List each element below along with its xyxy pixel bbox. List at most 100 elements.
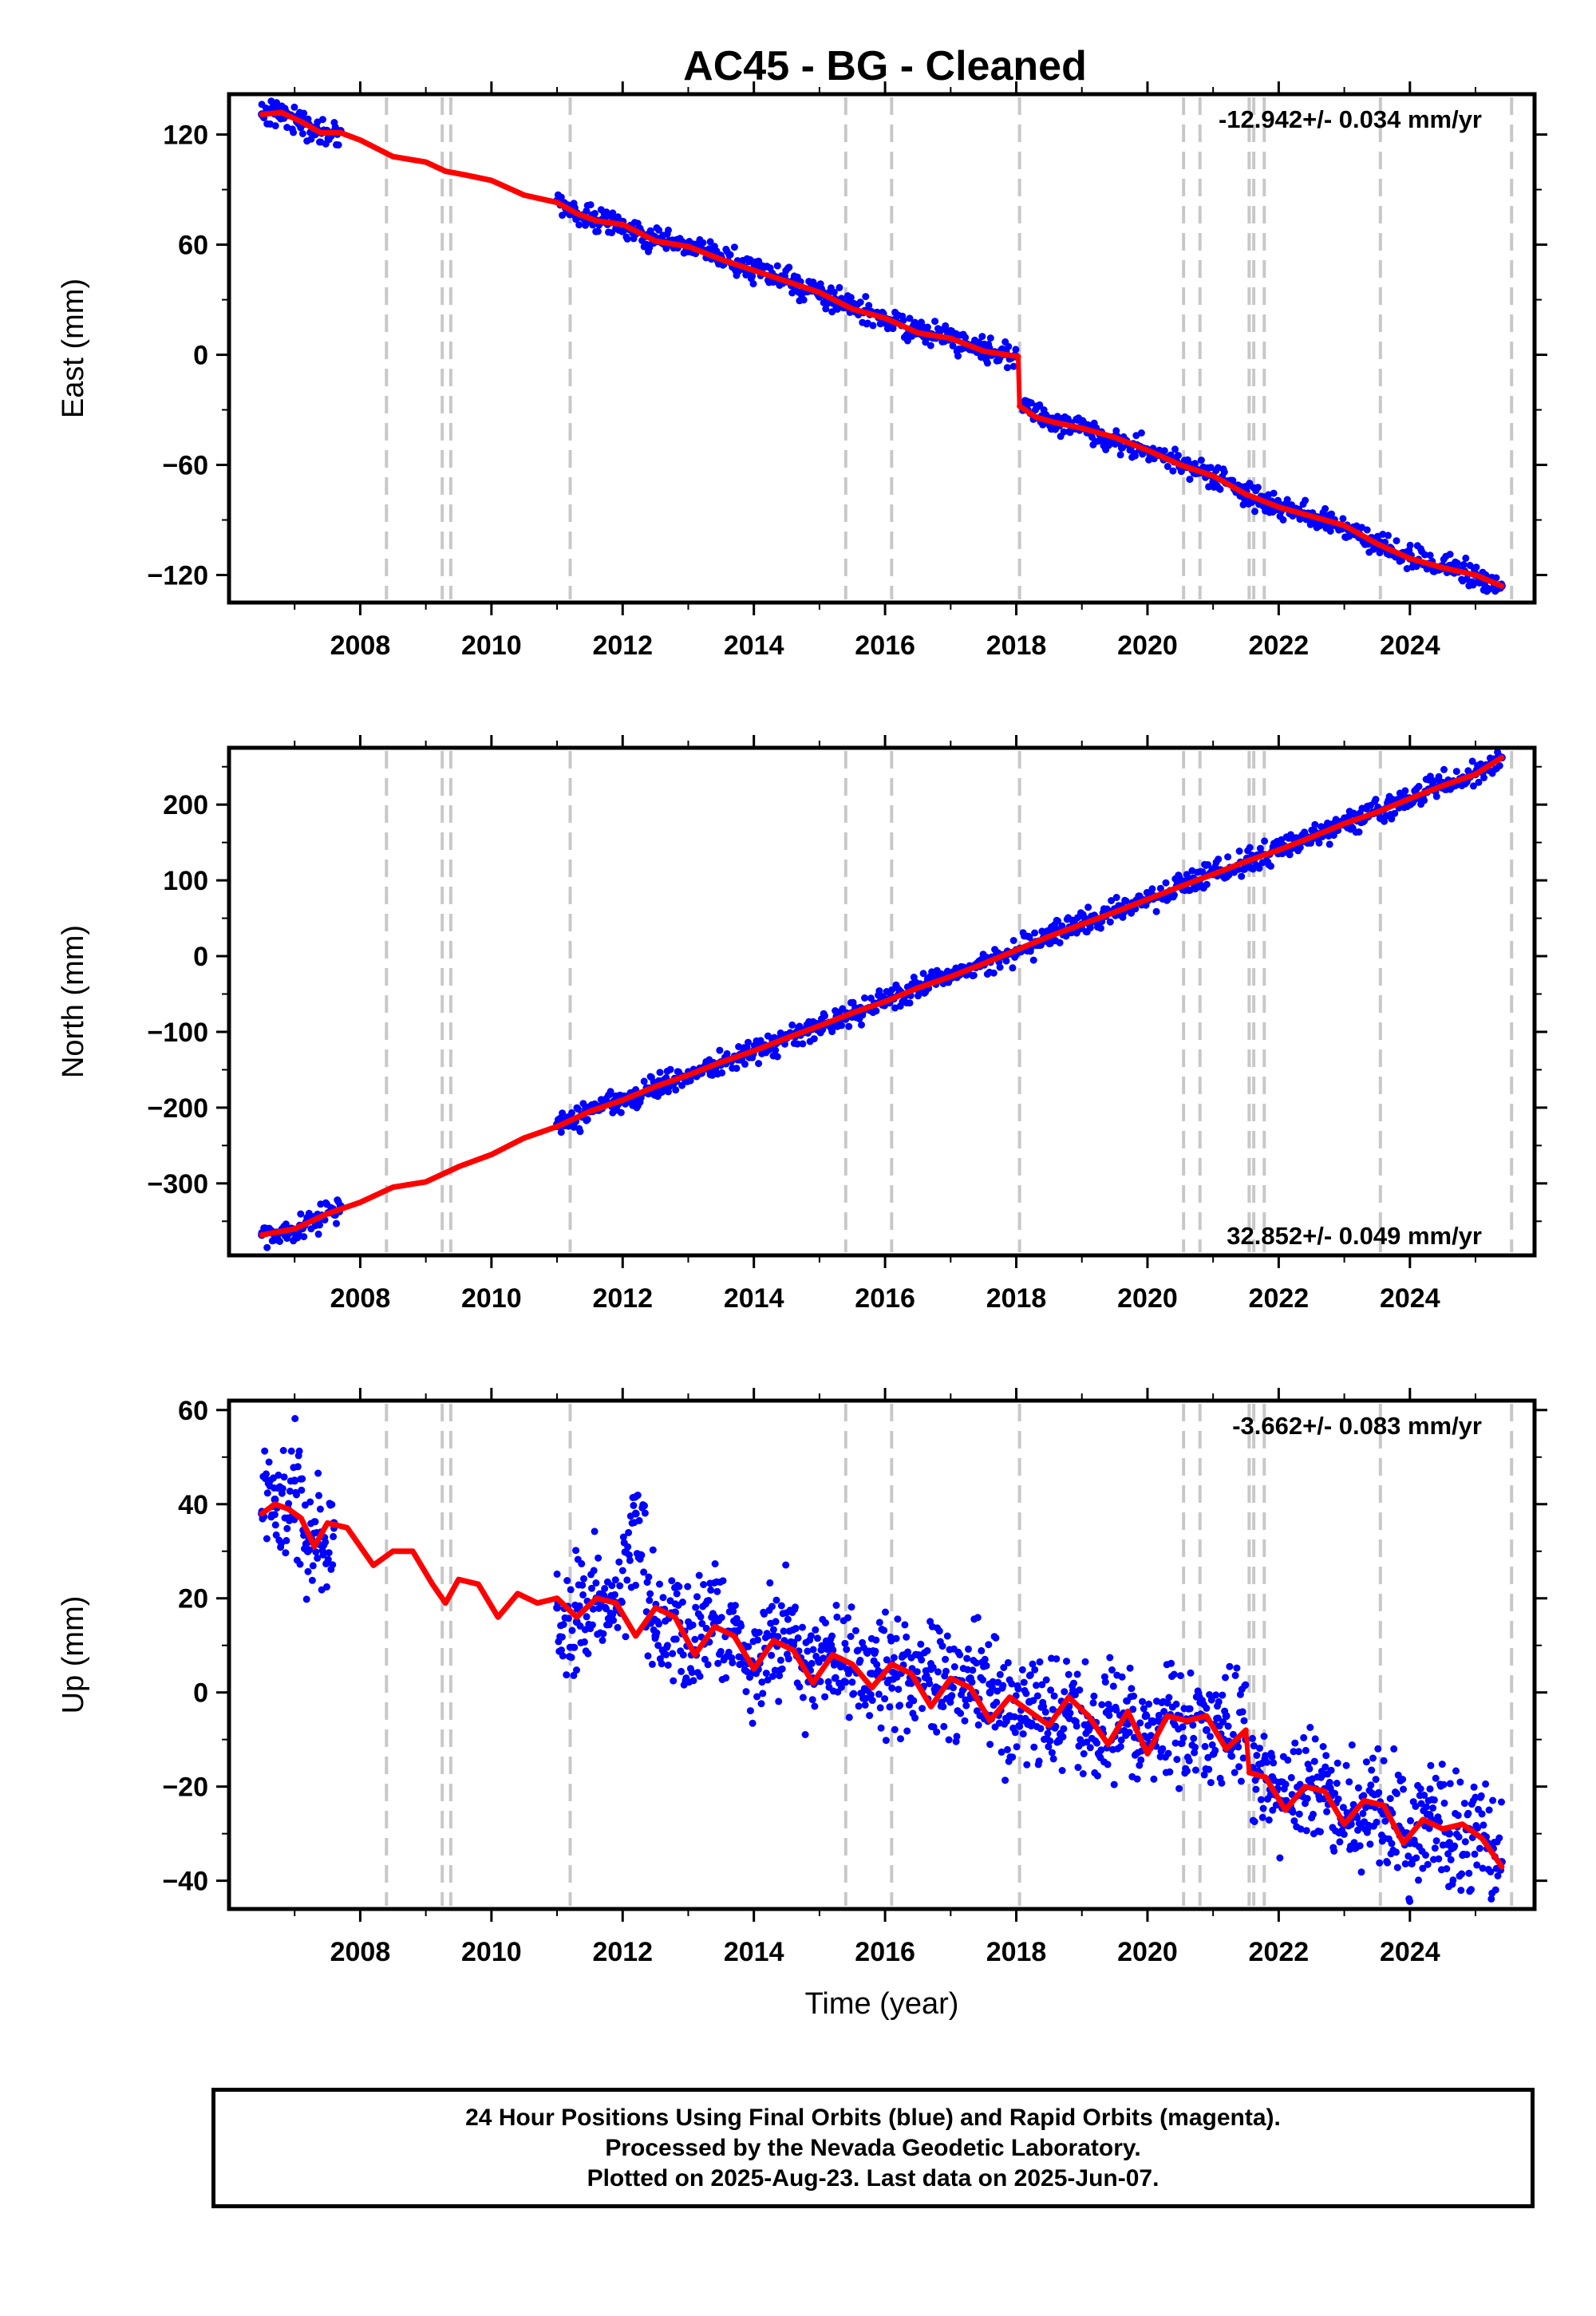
data-point <box>644 1652 652 1660</box>
data-point <box>567 1654 575 1662</box>
data-point <box>574 1105 582 1113</box>
data-point <box>1363 526 1371 534</box>
data-point <box>1036 1658 1044 1666</box>
data-point <box>1385 532 1392 539</box>
data-point <box>1400 1785 1407 1793</box>
data-point <box>903 1727 911 1735</box>
event-lines <box>385 1404 1514 1906</box>
data-point <box>793 1040 801 1048</box>
data-point <box>792 1603 799 1611</box>
data-point <box>1372 796 1380 804</box>
data-point <box>678 1667 685 1675</box>
data-point <box>1183 1767 1191 1775</box>
data-point <box>572 1618 581 1626</box>
data-point <box>1491 1886 1499 1894</box>
data-point <box>598 1636 606 1644</box>
data-point <box>1268 1753 1276 1761</box>
data-point <box>1323 1808 1331 1816</box>
data-point <box>1376 1859 1384 1867</box>
data-point <box>1495 1834 1503 1842</box>
data-point <box>678 1081 686 1089</box>
data-point <box>942 1667 950 1675</box>
data-point <box>755 1060 763 1068</box>
data-point <box>1033 1682 1040 1690</box>
data-point <box>1110 1780 1118 1788</box>
data-point <box>618 1567 626 1575</box>
model-line <box>1017 403 1505 589</box>
data-point <box>788 1021 796 1029</box>
data-point <box>1330 1847 1338 1855</box>
data-point <box>290 1476 299 1485</box>
chart-title: AC45 - BG - Cleaned <box>683 43 1087 89</box>
data-point <box>1449 1876 1457 1884</box>
data-point <box>1233 1664 1241 1672</box>
data-point <box>1440 1780 1448 1788</box>
rate-annotation: 32.852+/- 0.049 mm/yr <box>1227 1222 1482 1250</box>
data-point <box>575 1602 583 1610</box>
plot-frame <box>227 1398 1537 1911</box>
data-point <box>1140 1705 1148 1713</box>
data-point <box>1415 782 1423 790</box>
data-point <box>640 1568 648 1576</box>
data-point <box>1420 796 1428 804</box>
data-point <box>599 1630 607 1638</box>
data-point <box>820 1654 828 1662</box>
data-point <box>810 1035 818 1043</box>
data-point <box>263 1535 271 1543</box>
data-point <box>1373 1818 1381 1826</box>
data-point <box>953 1733 961 1741</box>
data-point <box>1212 1691 1220 1699</box>
data-point <box>1430 1796 1438 1804</box>
data-point <box>656 1069 664 1077</box>
data-point <box>1381 1817 1389 1825</box>
data-point <box>768 1603 776 1611</box>
data-point <box>1461 1838 1469 1846</box>
data-point <box>679 1651 687 1659</box>
data-point <box>711 1560 719 1567</box>
data-point <box>718 1069 726 1077</box>
data-point <box>749 280 757 288</box>
data-point <box>986 334 994 342</box>
data-point <box>1380 1757 1388 1765</box>
data-point <box>1464 1809 1472 1817</box>
data-point <box>309 1562 317 1570</box>
data-point <box>1250 1742 1258 1750</box>
data-point <box>666 1065 674 1073</box>
data-point <box>1025 933 1033 941</box>
data-point <box>1252 1785 1260 1793</box>
data-point <box>1412 1802 1420 1810</box>
data-point <box>983 359 991 367</box>
y-tick-label: 60 <box>178 231 208 261</box>
data-point <box>1479 1864 1487 1872</box>
data-point <box>595 1554 602 1562</box>
data-point <box>764 1676 772 1684</box>
data-point <box>808 1696 816 1704</box>
data-point <box>1393 1789 1400 1797</box>
data-point <box>1112 1706 1120 1714</box>
data-point <box>1038 1681 1046 1689</box>
data-point <box>998 1748 1005 1756</box>
data-point <box>1190 1734 1198 1742</box>
data-point <box>1202 1725 1211 1734</box>
data-point <box>578 1559 586 1567</box>
data-point <box>1348 1741 1356 1749</box>
data-point <box>1453 559 1461 567</box>
data-point <box>1300 1733 1308 1741</box>
data-point <box>776 1672 784 1680</box>
data-point <box>1122 897 1130 905</box>
data-point <box>758 1678 766 1686</box>
footer-line-1: 24 Hour Positions Using Final Orbits (bl… <box>465 2104 1281 2131</box>
data-point <box>782 1561 790 1569</box>
data-point <box>1205 1765 1213 1773</box>
x-tick-label: 2018 <box>986 630 1047 661</box>
data-point <box>617 1109 625 1117</box>
data-point <box>672 1635 680 1643</box>
data-point <box>1360 1792 1368 1800</box>
data-point <box>1340 1830 1348 1838</box>
event-lines <box>385 751 1514 1252</box>
data-point <box>1097 1746 1105 1754</box>
data-point <box>610 1591 618 1599</box>
data-point <box>776 1656 784 1664</box>
data-point <box>1498 1798 1505 1806</box>
data-point <box>1412 1854 1420 1862</box>
